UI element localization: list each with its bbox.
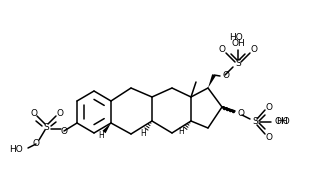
Text: O: O [56,108,64,118]
Text: H: H [140,128,146,137]
Polygon shape [102,123,111,133]
Text: O: O [60,127,67,136]
Text: S: S [252,118,258,127]
Text: O: O [223,71,230,80]
Text: H: H [98,131,104,140]
Text: O: O [265,102,273,112]
Text: HO: HO [9,146,23,155]
Text: S: S [43,122,49,131]
Polygon shape [208,74,216,88]
Text: HO: HO [276,118,290,127]
Text: O: O [265,133,273,142]
Text: OH: OH [231,39,245,49]
Text: HO: HO [229,33,243,42]
Text: O: O [32,140,39,149]
Text: O: O [30,108,38,118]
Text: OH: OH [275,118,289,127]
Text: O: O [238,108,245,118]
Text: H: H [178,127,184,137]
Text: S: S [235,59,241,68]
Text: O: O [219,46,225,55]
Text: O: O [250,46,257,55]
